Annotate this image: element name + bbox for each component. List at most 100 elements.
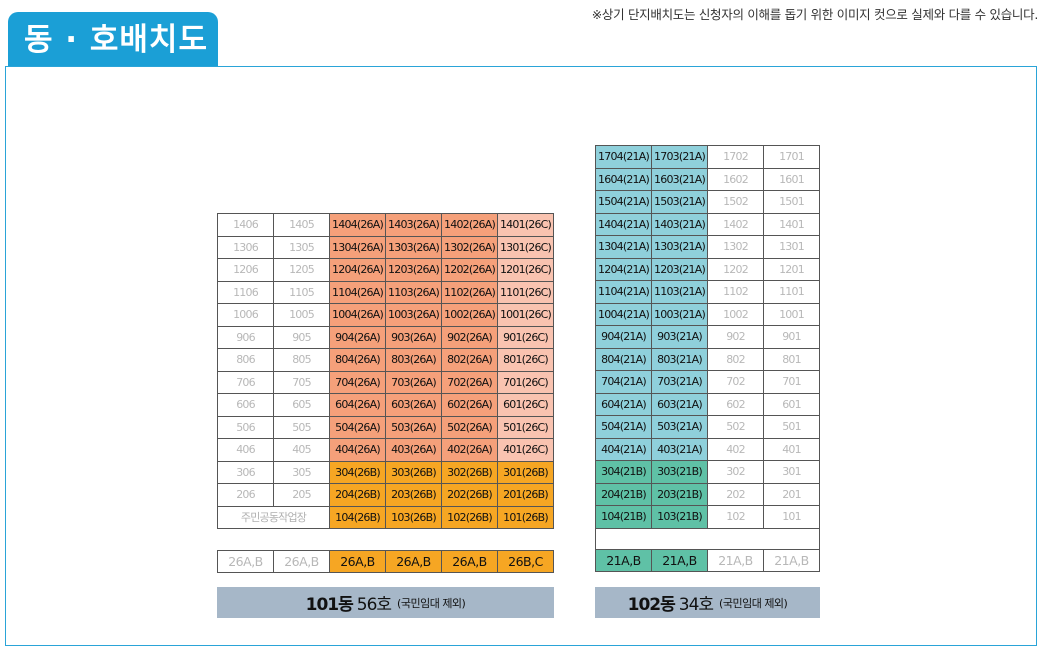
legend-type-cell: 26B,C <box>497 550 554 573</box>
unit-cell: 404(26A) <box>329 438 386 462</box>
unavailable-unit-cell: 302 <box>707 460 764 484</box>
unit-cell: 402(26A) <box>441 438 498 462</box>
unit-cell: 701(26C) <box>497 370 554 394</box>
floor-row: 주민공동작업장 104(26B) 103(26B) 102(26B) 101(26B) <box>217 505 554 529</box>
floor-row: 306 305 304(26B) 303(26B) 302(26B) 301(26B) <box>217 460 554 484</box>
unit-cell: 804(21A) <box>595 347 652 371</box>
unit-cell: 1103(26A) <box>385 280 442 304</box>
building-101-type-legend: 26A,B 26A,B 26A,B 26A,B 26A,B 26B,C <box>217 550 554 573</box>
unit-cell: 1604(21A) <box>595 167 652 191</box>
unavailable-unit-cell: 502 <box>707 415 764 439</box>
building-102-summary: 102동 34호 (국민임대 제외) <box>595 587 820 618</box>
floor-row: 604(21A) 603(21A) 602 601 <box>595 392 820 416</box>
unit-cell: 1203(21A) <box>651 257 708 281</box>
floor-row: 504(21A) 503(21A) 502 501 <box>595 415 820 439</box>
floor-row: 1704(21A) 1703(21A) 1702 1701 <box>595 145 820 169</box>
unavailable-unit-cell: 906 <box>217 325 274 349</box>
unit-cell: 203(21B) <box>651 482 708 506</box>
floor-row: 904(21A) 903(21A) 902 901 <box>595 325 820 349</box>
unit-cell: 203(26B) <box>385 483 442 507</box>
floor-row: 706 705 704(26A) 703(26A) 702(26A) 701(26C) <box>217 370 554 394</box>
floor-row: 906 905 904(26A) 903(26A) 902(26A) 901(26C) <box>217 325 554 349</box>
unit-cell: 501(26C) <box>497 415 554 439</box>
unavailable-unit-cell: 206 <box>217 483 274 507</box>
unavailable-unit-cell: 201 <box>763 482 820 506</box>
unit-cell: 1301(26C) <box>497 235 554 259</box>
unavailable-unit-cell: 601 <box>763 392 820 416</box>
unit-cell: 803(26A) <box>385 348 442 372</box>
unit-cell: 1304(21A) <box>595 235 652 259</box>
floor-row: 1006 1005 1004(26A) 1003(26A) 1002(26A) 1001(… <box>217 303 554 327</box>
unit-cell: 1402(26A) <box>441 213 498 237</box>
building-101-unit-grid: 1406 1405 1404(26A) 1403(26A) 1402(26A) 1401(… <box>217 213 554 529</box>
unavailable-unit-cell: 606 <box>217 393 274 417</box>
unavailable-unit-cell: 1402 <box>707 212 764 236</box>
unavailable-unit-cell: 1601 <box>763 167 820 191</box>
unavailable-unit-cell: 505 <box>273 415 330 439</box>
unit-cell: 201(26B) <box>497 483 554 507</box>
unavailable-unit-cell: 1401 <box>763 212 820 236</box>
unavailable-unit-cell: 705 <box>273 370 330 394</box>
unit-cell: 103(21B) <box>651 505 708 529</box>
unavailable-unit-cell: 1502 <box>707 190 764 214</box>
unit-cell: 1303(26A) <box>385 235 442 259</box>
building-101-name: 101동 <box>305 595 354 615</box>
unit-cell: 401(26C) <box>497 438 554 462</box>
unit-cell: 502(26A) <box>441 415 498 439</box>
floor-row: 104(21B) 103(21B) 102 101 <box>595 505 820 529</box>
unit-cell: 1102(26A) <box>441 280 498 304</box>
unit-cell: 1504(21A) <box>595 190 652 214</box>
unavailable-unit-cell: 202 <box>707 482 764 506</box>
unit-cell: 604(26A) <box>329 393 386 417</box>
floor-row: 1406 1405 1404(26A) 1403(26A) 1402(26A) 1401(… <box>217 213 554 237</box>
unit-cell: 104(26B) <box>329 505 386 529</box>
unavailable-unit-cell: 1302 <box>707 235 764 259</box>
unit-cell: 1104(26A) <box>329 280 386 304</box>
unavailable-unit-cell: 301 <box>763 460 820 484</box>
building-102-unit-grid: 1704(21A) 1703(21A) 1702 1701 1604(21A) 1603(… <box>595 145 820 550</box>
unit-cell: 403(21A) <box>651 437 708 461</box>
unit-cell: 504(21A) <box>595 415 652 439</box>
unavailable-unit-cell: 1005 <box>273 303 330 327</box>
unavailable-unit-cell: 1702 <box>707 145 764 169</box>
floor-row: 1206 1205 1204(26A) 1203(26A) 1202(26A) 1201(… <box>217 258 554 282</box>
unit-cell: 604(21A) <box>595 392 652 416</box>
unit-cell: 1404(21A) <box>595 212 652 236</box>
floor-row: 1106 1105 1104(26A) 1103(26A) 1102(26A) 1101(… <box>217 280 554 304</box>
unavailable-unit-cell: 902 <box>707 325 764 349</box>
floor-row: 1204(21A) 1203(21A) 1202 1201 <box>595 257 820 281</box>
legend-row: 21A,B 21A,B 21A,B 21A,B <box>595 549 820 572</box>
unit-cell: 603(26A) <box>385 393 442 417</box>
unavailable-unit-cell: 1105 <box>273 280 330 304</box>
floor-row: 1004(21A) 1003(21A) 1002 1001 <box>595 302 820 326</box>
floor-row: 804(21A) 803(21A) 802 801 <box>595 347 820 371</box>
unit-cell: 304(26B) <box>329 460 386 484</box>
unit-cell: 903(21A) <box>651 325 708 349</box>
unavailable-unit-cell: 901 <box>763 325 820 349</box>
unit-cell: 1004(26A) <box>329 303 386 327</box>
unit-cell: 1204(26A) <box>329 258 386 282</box>
unit-cell: 903(26A) <box>385 325 442 349</box>
unit-cell: 204(21B) <box>595 482 652 506</box>
unavailable-unit-cell: 602 <box>707 392 764 416</box>
unavailable-unit-cell: 1206 <box>217 258 274 282</box>
unit-cell: 801(26C) <box>497 348 554 372</box>
unit-cell: 1302(26A) <box>441 235 498 259</box>
unavailable-unit-cell: 402 <box>707 437 764 461</box>
unavailable-unit-cell: 1006 <box>217 303 274 327</box>
unit-cell: 202(26B) <box>441 483 498 507</box>
unit-cell: 703(26A) <box>385 370 442 394</box>
unit-cell: 1203(26A) <box>385 258 442 282</box>
floor-row: 404(21A) 403(21A) 402 401 <box>595 437 820 461</box>
legend-row: 26A,B 26A,B 26A,B 26A,B 26A,B 26B,C <box>217 550 554 573</box>
unavailable-unit-cell: 605 <box>273 393 330 417</box>
unavailable-unit-cell: 1306 <box>217 235 274 259</box>
unavailable-unit-cell: 1106 <box>217 280 274 304</box>
unit-cell: 1204(21A) <box>595 257 652 281</box>
unavailable-unit-cell: 1405 <box>273 213 330 237</box>
floor-row: 704(21A) 703(21A) 702 701 <box>595 370 820 394</box>
unavailable-unit-cell: 806 <box>217 348 274 372</box>
unavailable-unit-cell: 1406 <box>217 213 274 237</box>
floor-row: 606 605 604(26A) 603(26A) 602(26A) 601(26C) <box>217 393 554 417</box>
legend-type-cell: 26A,B <box>441 550 498 573</box>
